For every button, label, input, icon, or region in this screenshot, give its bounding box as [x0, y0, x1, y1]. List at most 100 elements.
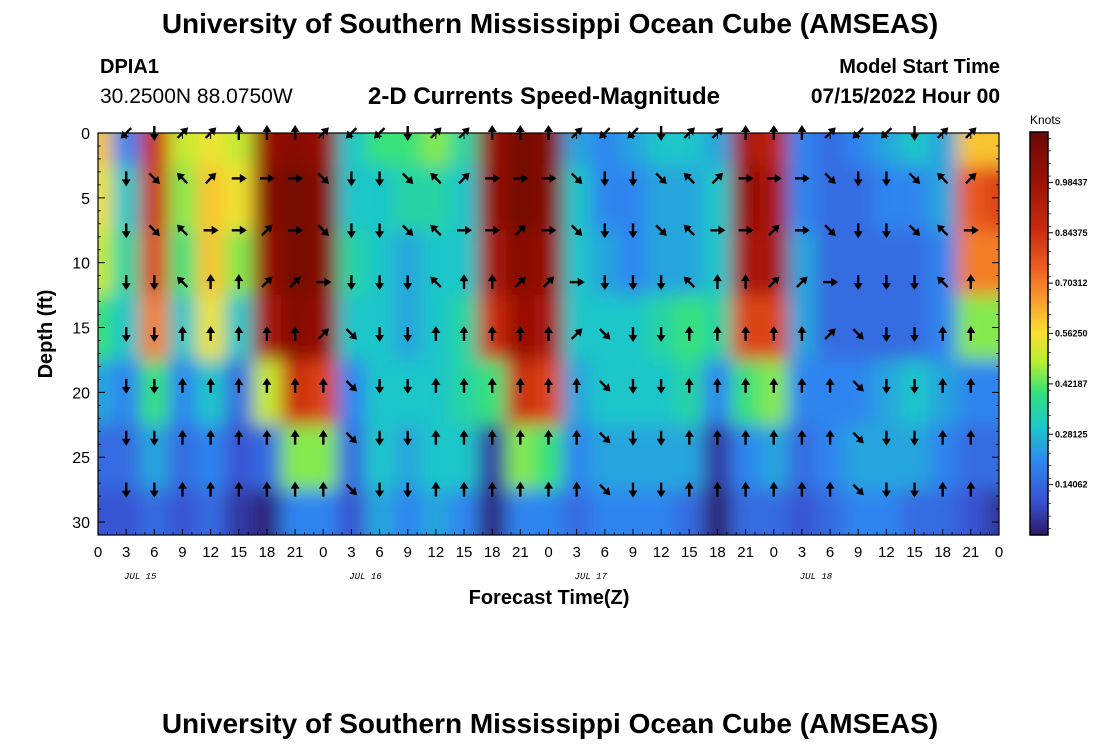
current-arrow: [683, 276, 696, 288]
heatmap-cell: [252, 489, 282, 535]
current-arrow: [684, 481, 694, 497]
current-arrow: [375, 171, 385, 187]
colorbar-tick-label: 0.84375: [1055, 228, 1088, 238]
current-arrow: [599, 328, 611, 340]
heatmap-cell: [590, 133, 620, 167]
heatmap-cell: [590, 424, 620, 491]
current-arrow: [148, 224, 160, 236]
current-arrow: [824, 172, 836, 185]
heatmap-cell: [309, 489, 338, 535]
current-arrow: [741, 429, 751, 445]
x-tick-label: 12: [653, 544, 670, 561]
current-arrow: [853, 171, 863, 187]
current-arrow: [403, 275, 413, 291]
heatmap-cell: [449, 489, 479, 535]
heatmap-cell: [393, 165, 423, 231]
current-arrow: [459, 481, 469, 497]
heatmap-cell: [506, 230, 536, 296]
current-arrow: [515, 326, 525, 341]
current-arrow: [853, 275, 863, 291]
heatmap-cell: [590, 359, 620, 426]
heatmap-cell: [281, 489, 310, 535]
current-arrow: [206, 481, 216, 497]
current-arrow: [487, 429, 497, 445]
current-arrow: [262, 326, 272, 341]
x-tick-label: 0: [94, 544, 102, 561]
x-tick-label: 18: [484, 544, 501, 561]
heatmap-cell: [984, 230, 999, 296]
current-arrow: [823, 277, 839, 287]
current-arrow: [346, 275, 356, 291]
colorbar-gradient: [1029, 131, 1049, 536]
current-arrow: [176, 172, 189, 185]
heatmap-cell: [252, 165, 282, 231]
y-tick-label: 0: [81, 126, 90, 143]
current-arrow: [290, 377, 300, 393]
heatmap-cell: [618, 133, 648, 167]
heatmap-cell: [562, 295, 592, 361]
current-arrow: [261, 224, 273, 237]
current-arrow: [121, 171, 131, 187]
heatmap-cell: [984, 424, 999, 491]
current-arrow: [938, 429, 948, 445]
current-arrow: [768, 224, 780, 237]
current-arrow: [459, 274, 469, 290]
heatmap-cell: [562, 489, 592, 535]
current-arrow: [345, 380, 358, 392]
current-arrow: [599, 431, 611, 444]
current-arrow: [346, 171, 356, 187]
current-arrow: [852, 483, 864, 496]
x-tick-label: 12: [202, 544, 219, 561]
colorbar-tick-label: 0.98437: [1055, 177, 1088, 187]
heatmap-cell: [365, 133, 395, 167]
current-arrow: [937, 172, 949, 185]
current-arrow: [487, 326, 497, 341]
x-tick-label: 6: [150, 544, 158, 561]
heatmap-cell: [562, 230, 592, 296]
colorbar-unit: Knots: [1030, 113, 1061, 127]
heatmap-cell: [506, 489, 536, 535]
current-speed-chart: 0 3 6 9 12 15 18 21 0 3 6 9 12 15 18 21 0 3 6 9 12 15 18 21 0 3 6 9…: [35, 113, 1088, 609]
current-arrow: [431, 481, 441, 497]
current-arrow: [712, 481, 722, 497]
heatmap-cell: [815, 489, 845, 535]
heatmap-cell: [281, 165, 310, 231]
current-arrow: [403, 378, 413, 394]
current-arrow: [908, 172, 921, 185]
model-start-label: Model Start Time: [839, 56, 1000, 78]
heatmap-cell: [309, 165, 338, 231]
current-arrow: [797, 326, 807, 341]
current-arrow: [881, 378, 891, 394]
current-arrow: [768, 276, 780, 288]
heatmap-cell: [984, 295, 999, 361]
current-arrow: [345, 328, 358, 340]
current-arrow: [966, 274, 976, 290]
heatmap-cell: [478, 489, 507, 535]
current-arrow: [459, 326, 469, 341]
heatmap-cell: [309, 295, 338, 361]
current-arrow: [234, 429, 244, 445]
current-arrow: [176, 276, 189, 288]
current-arrow: [458, 172, 470, 185]
heatmap-cell: [421, 230, 451, 296]
current-arrow: [431, 377, 441, 393]
heatmap-cell: [281, 230, 310, 296]
heatmap-cell: [562, 165, 592, 231]
date-label: JUL 18: [800, 572, 833, 582]
current-arrow: [741, 274, 751, 290]
x-tick-label: 9: [629, 544, 637, 561]
current-arrow: [514, 276, 526, 288]
current-arrow: [318, 481, 328, 497]
y-tick-label: 20: [72, 385, 90, 402]
current-arrow: [881, 482, 891, 498]
current-arrow: [599, 380, 611, 392]
current-arrow: [766, 173, 782, 183]
heatmap-cell: [534, 230, 564, 296]
current-arrow: [712, 377, 722, 393]
heatmap-cell: [759, 230, 789, 296]
current-arrow: [825, 481, 835, 497]
current-arrow: [741, 377, 751, 393]
heatmap-cell: [168, 489, 198, 535]
heatmap-cell: [731, 165, 761, 231]
current-arrow: [485, 225, 501, 235]
